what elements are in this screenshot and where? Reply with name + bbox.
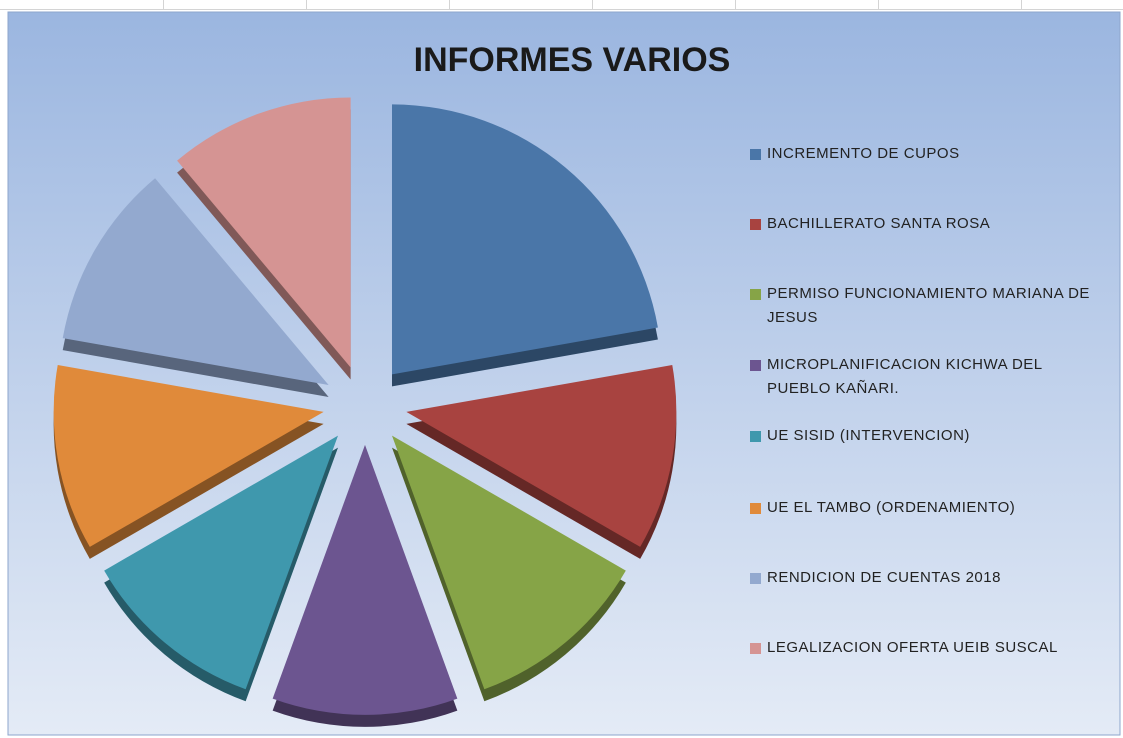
slice [104,435,339,690]
legend-label: RENDICION DE CUENTAS 2018 [767,569,1001,586]
slice [177,97,351,368]
legend-label: LEGALIZACION OFERTA UEIB SUSCAL [767,639,1058,656]
legend-swatch [750,360,761,371]
legend-item: LEGALIZACION OFERTA UEIB SUSCAL [750,636,1100,660]
legend-swatch [750,431,761,442]
legend-label: INCREMENTO DE CUPOS [767,145,960,162]
sheet-row [0,0,1123,10]
legend-swatch [750,219,761,230]
legend-label: PERMISO FUNCIONAMIENTO MARIANA DE JESUS [767,285,1090,326]
legend-item: PERMISO FUNCIONAMIENTO MARIANA DE JESUS [750,282,1100,330]
legend-item: UE EL TAMBO (ORDENAMIENTO) [750,496,1100,520]
slice [53,365,324,547]
legend-label: MICROPLANIFICACION KICHWA DEL PUEBLO KAÑ… [767,356,1043,397]
slice [391,104,658,375]
legend-swatch [750,503,761,514]
slice [406,365,677,547]
sheet-grid [0,0,1123,10]
legend-label: UE EL TAMBO (ORDENAMIENTO) [767,499,1016,516]
legend-item: UE SISID (INTERVENCION) [750,424,1100,448]
legend-swatch [750,573,761,584]
slice [391,435,626,690]
legend-swatch [750,149,761,160]
legend-item: MICROPLANIFICACION KICHWA DEL PUEBLO KAÑ… [750,353,1100,401]
pie [53,97,677,727]
legend-swatch [750,643,761,654]
chart-title: INFORMES VARIOS [414,41,731,79]
legend-label: UE SISID (INTERVENCION) [767,427,970,444]
legend-item: INCREMENTO DE CUPOS [750,142,1100,166]
legend-label: BACHILLERATO SANTA ROSA [767,215,991,232]
slice [272,444,458,715]
legend-item: BACHILLERATO SANTA ROSA [750,212,1100,236]
legend-swatch [750,289,761,300]
legend-item: RENDICION DE CUENTAS 2018 [750,566,1100,590]
slice [62,178,329,386]
